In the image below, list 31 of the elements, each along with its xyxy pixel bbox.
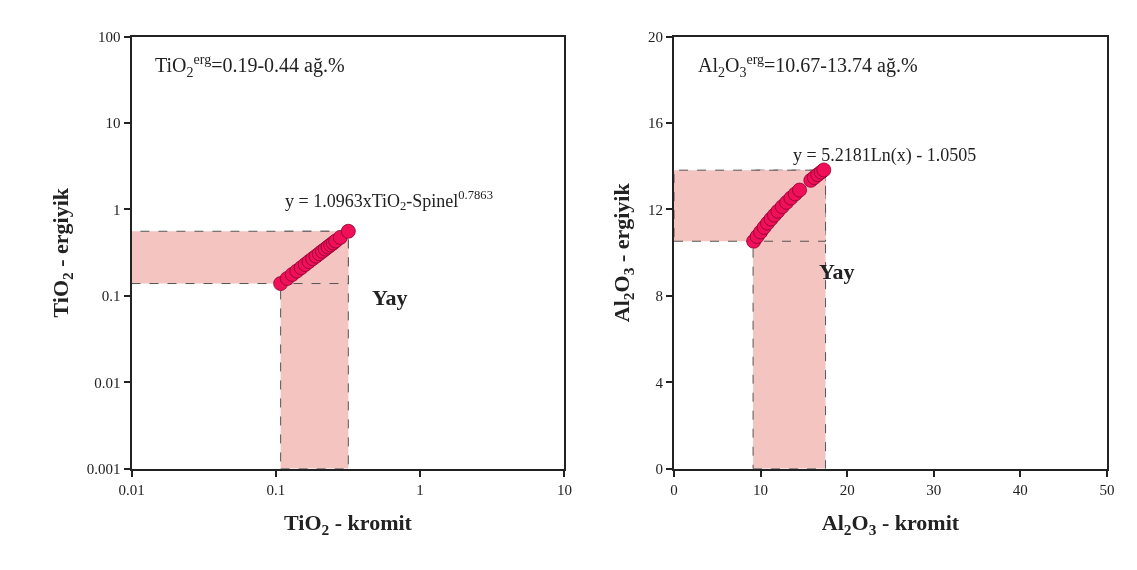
y-tick-label: 12	[648, 201, 664, 218]
x-tick-label: 0	[670, 481, 678, 498]
y-tick-label: 20	[648, 28, 664, 45]
x-axis-title: Al$_{2}$O$_{3}$ - kromit	[821, 510, 960, 538]
annotation: y = 1.0963xTiO$_{2}$-Spinel$^{0.7863}$	[285, 188, 493, 214]
y-tick-label: 8	[655, 288, 664, 305]
point	[792, 182, 807, 198]
y-tick-label: 0	[655, 460, 664, 477]
x-tick-label: 30	[926, 481, 942, 498]
y-tick-label: 0.01	[94, 374, 121, 391]
annotation: TiO$_{2}$$^{erg}$=0.19-0.44 ağ.%	[155, 52, 345, 80]
x-tick-label: 0.1	[266, 481, 286, 498]
x-tick-label: 10	[753, 481, 769, 498]
y-tick-label: 1	[113, 201, 121, 218]
annotation: Al$_{2}$O$_{3}$$^{erg}$=10.67-13.74 ağ.%	[698, 52, 918, 80]
y-tick-label: 0.001	[86, 460, 121, 477]
annotation: Yay	[372, 285, 408, 310]
x-tick-label: 10	[556, 481, 572, 498]
y-tick-label: 0.1	[101, 288, 121, 305]
x-tick-label: 40	[1012, 481, 1028, 498]
y-tick-label: 16	[648, 115, 664, 132]
y-tick-label: 4	[655, 374, 664, 391]
x-axis-title: TiO$_{2}$ - kromit	[284, 510, 413, 538]
x-tick-label: 1	[416, 481, 424, 498]
annotation: y = 5.2181Ln(x) - 1.0505	[793, 145, 977, 166]
y-tick-label: 10	[105, 115, 121, 132]
y-tick-label: 100	[98, 28, 121, 45]
x-tick-label: 0.01	[118, 481, 145, 498]
x-tick-label: 50	[1099, 481, 1115, 498]
x-tick-label: 20	[839, 481, 855, 498]
annotation: Yay	[819, 259, 855, 284]
